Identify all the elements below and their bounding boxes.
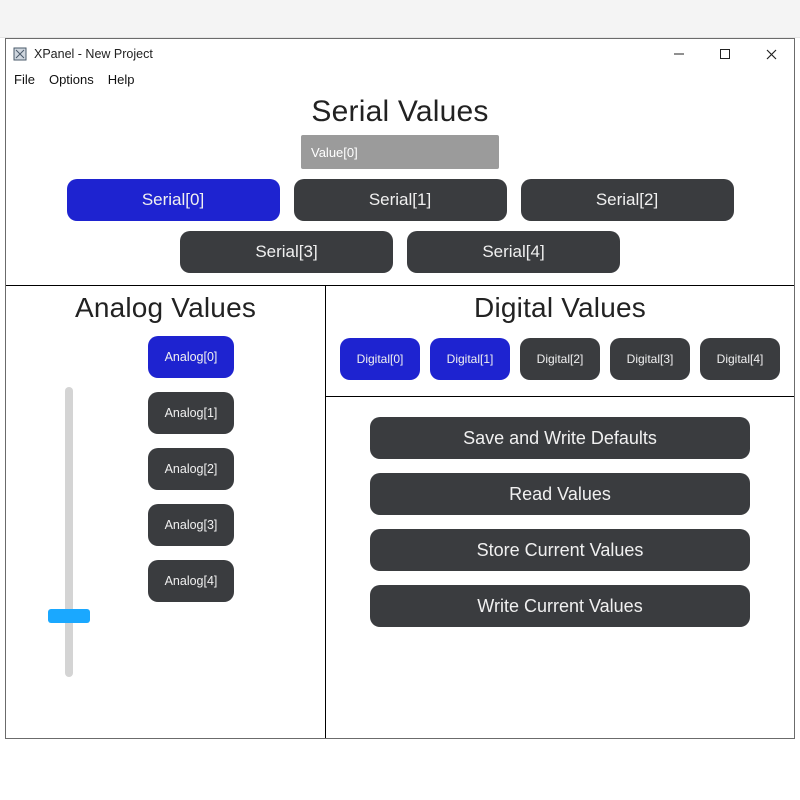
serial-button-2[interactable]: Serial[2] <box>521 179 734 221</box>
serial-button-0[interactable]: Serial[0] <box>67 179 280 221</box>
analog-button-4[interactable]: Analog[4] <box>148 560 234 602</box>
analog-section: Analog Values Analog[0] Analog[1] Analog[2… <box>6 286 326 738</box>
serial-value-display: Value[0] <box>301 135 499 169</box>
maximize-button[interactable] <box>702 39 748 69</box>
app-window: XPanel - New Project File Options Help S… <box>5 38 795 739</box>
serial-button-3[interactable]: Serial[3] <box>180 231 393 273</box>
digital-section: Digital Values Digital[0]Digital[1]Digit… <box>326 286 794 397</box>
slider-track <box>65 387 73 677</box>
serial-button-4[interactable]: Serial[4] <box>407 231 620 273</box>
action-button-3[interactable]: Write Current Values <box>370 585 750 627</box>
minimize-button[interactable] <box>656 39 702 69</box>
action-button-2[interactable]: Store Current Values <box>370 529 750 571</box>
content: Serial Values Value[0] Serial[0] Serial[1… <box>6 91 794 738</box>
right-column: Digital Values Digital[0]Digital[1]Digit… <box>326 286 794 738</box>
digital-button-0[interactable]: Digital[0] <box>340 338 420 380</box>
actions-section: Save and Write Defaults Read Values Store … <box>326 397 794 738</box>
digital-button-1[interactable]: Digital[1] <box>430 338 510 380</box>
digital-title: Digital Values <box>336 292 784 324</box>
analog-button-0[interactable]: Analog[0] <box>148 336 234 378</box>
analog-button-1[interactable]: Analog[1] <box>148 392 234 434</box>
menu-file[interactable]: File <box>14 72 35 87</box>
slider-thumb[interactable] <box>48 609 90 623</box>
digital-buttons: Digital[0]Digital[1]Digital[2]Digital[3]… <box>336 338 784 380</box>
analog-title: Analog Values <box>14 292 317 324</box>
digital-button-4[interactable]: Digital[4] <box>700 338 780 380</box>
action-button-1[interactable]: Read Values <box>370 473 750 515</box>
serial-title: Serial Values <box>6 95 794 129</box>
analog-button-3[interactable]: Analog[3] <box>148 504 234 546</box>
analog-button-2[interactable]: Analog[2] <box>148 448 234 490</box>
app-icon <box>12 46 28 62</box>
menu-options[interactable]: Options <box>49 72 94 87</box>
lower-area: Analog Values Analog[0] Analog[1] Analog[2… <box>6 286 794 738</box>
window-controls <box>656 39 794 69</box>
analog-buttons: Analog[0] Analog[1] Analog[2] Analog[3] Anal… <box>148 336 234 728</box>
close-button[interactable] <box>748 39 794 69</box>
analog-slider[interactable] <box>14 336 124 728</box>
serial-button-1[interactable]: Serial[1] <box>294 179 507 221</box>
window-title: XPanel - New Project <box>34 47 153 61</box>
digital-button-3[interactable]: Digital[3] <box>610 338 690 380</box>
outer-blank-bottom <box>0 744 800 800</box>
digital-button-2[interactable]: Digital[2] <box>520 338 600 380</box>
titlebar: XPanel - New Project <box>6 39 794 69</box>
menu-help[interactable]: Help <box>108 72 135 87</box>
menubar: File Options Help <box>6 69 794 91</box>
serial-buttons: Serial[0] Serial[1] Serial[2] Serial[3] Seri… <box>6 179 794 273</box>
action-button-0[interactable]: Save and Write Defaults <box>370 417 750 459</box>
serial-section: Serial Values Value[0] Serial[0] Serial[1… <box>6 91 794 286</box>
outer-blank-top <box>0 0 800 38</box>
